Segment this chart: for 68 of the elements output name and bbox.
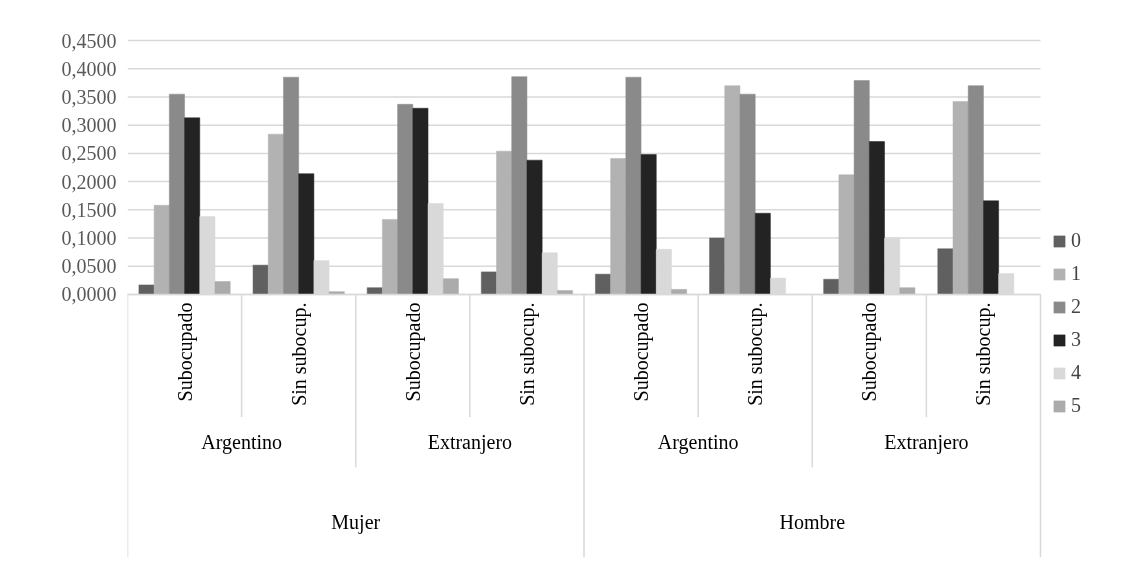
x-tick-label: Sin subocup.	[972, 302, 996, 406]
bar	[283, 76, 299, 295]
y-tick-label: 0,2500	[61, 142, 117, 165]
x-tick-label: Sin subocup.	[287, 302, 311, 406]
y-tick-label: 0,4500	[61, 29, 117, 52]
text: Extranjero	[427, 431, 513, 455]
bar	[610, 158, 627, 295]
x-tick-label: Subocupado	[858, 302, 882, 402]
bar	[298, 173, 315, 295]
bar	[899, 287, 916, 295]
bar	[739, 93, 756, 295]
text: Argentino	[201, 431, 282, 455]
legend-label: 3	[1071, 328, 1082, 351]
bar	[138, 284, 155, 295]
bar	[268, 133, 284, 295]
y-tick-label: 0,0500	[61, 255, 117, 278]
bar	[214, 281, 231, 295]
bar	[937, 248, 954, 295]
bar	[169, 93, 185, 295]
bar	[838, 174, 855, 295]
bar	[671, 289, 687, 295]
x-tick-label: Sin subocup.	[515, 302, 539, 406]
bar	[412, 107, 429, 295]
bar	[557, 290, 573, 295]
bar	[443, 278, 459, 295]
bar	[595, 273, 611, 295]
bar	[526, 159, 543, 295]
bar	[382, 219, 398, 295]
y-tick-label: 0,0000	[61, 283, 117, 306]
legend-label: 4	[1071, 361, 1082, 384]
x-tick-label: Subocupado	[401, 302, 425, 402]
text: Argentino	[657, 431, 739, 455]
bar	[511, 76, 528, 295]
bar	[625, 76, 642, 295]
bar	[952, 101, 969, 295]
bar	[967, 85, 984, 295]
legend-label: 1	[1071, 262, 1082, 285]
bar	[709, 237, 725, 295]
x-tick-label: Sin subocup.	[744, 302, 768, 406]
text: Extranjero	[884, 431, 969, 455]
text: Mujer	[331, 511, 381, 535]
y-tick-label: 0,1000	[61, 227, 117, 250]
legend-label: 0	[1071, 229, 1082, 252]
y-tick-label: 0,4000	[61, 57, 117, 80]
y-tick-label: 0,1500	[61, 198, 117, 221]
bar	[754, 212, 771, 295]
bar	[153, 205, 170, 295]
bar	[496, 150, 512, 295]
y-tick-label: 0,3500	[61, 85, 117, 108]
bar	[823, 279, 840, 295]
legend-label: 5	[1071, 394, 1082, 417]
bar	[983, 200, 999, 295]
bar	[184, 117, 201, 295]
bar	[366, 287, 383, 295]
bar	[724, 85, 741, 295]
bar	[869, 141, 885, 295]
bar	[397, 104, 414, 295]
legend-label: 2	[1071, 295, 1082, 318]
bar	[252, 264, 269, 295]
bar	[640, 154, 657, 295]
x-tick-label: Subocupado	[630, 302, 654, 402]
bar	[328, 291, 345, 295]
text: Hombre	[779, 511, 846, 534]
y-tick-label: 0,3000	[61, 114, 117, 137]
x-tick-label: Subocupado	[173, 302, 197, 402]
bar	[853, 80, 870, 295]
bar	[481, 271, 497, 295]
y-tick-label: 0,2000	[61, 170, 117, 193]
